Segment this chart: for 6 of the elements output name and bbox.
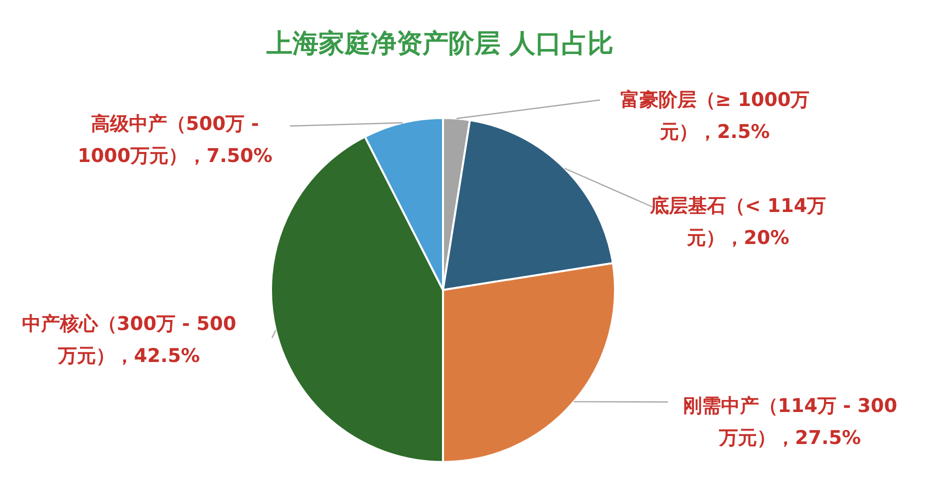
slice-label: 刚需中产（114万 - 300万元），27.5% xyxy=(682,395,898,449)
slice-label: 中产核心（300万 - 500万元），42.5% xyxy=(22,313,236,367)
slice-label: 高级中产（500万 - 1000万元），7.50% xyxy=(78,113,272,167)
slice-label: 富豪阶层（≥ 1000万元），2.5% xyxy=(620,89,810,143)
chart-title: 上海家庭净资产阶层 人口占比 xyxy=(265,29,614,59)
slice-label: 底层基石（< 114万元），20% xyxy=(648,195,826,249)
